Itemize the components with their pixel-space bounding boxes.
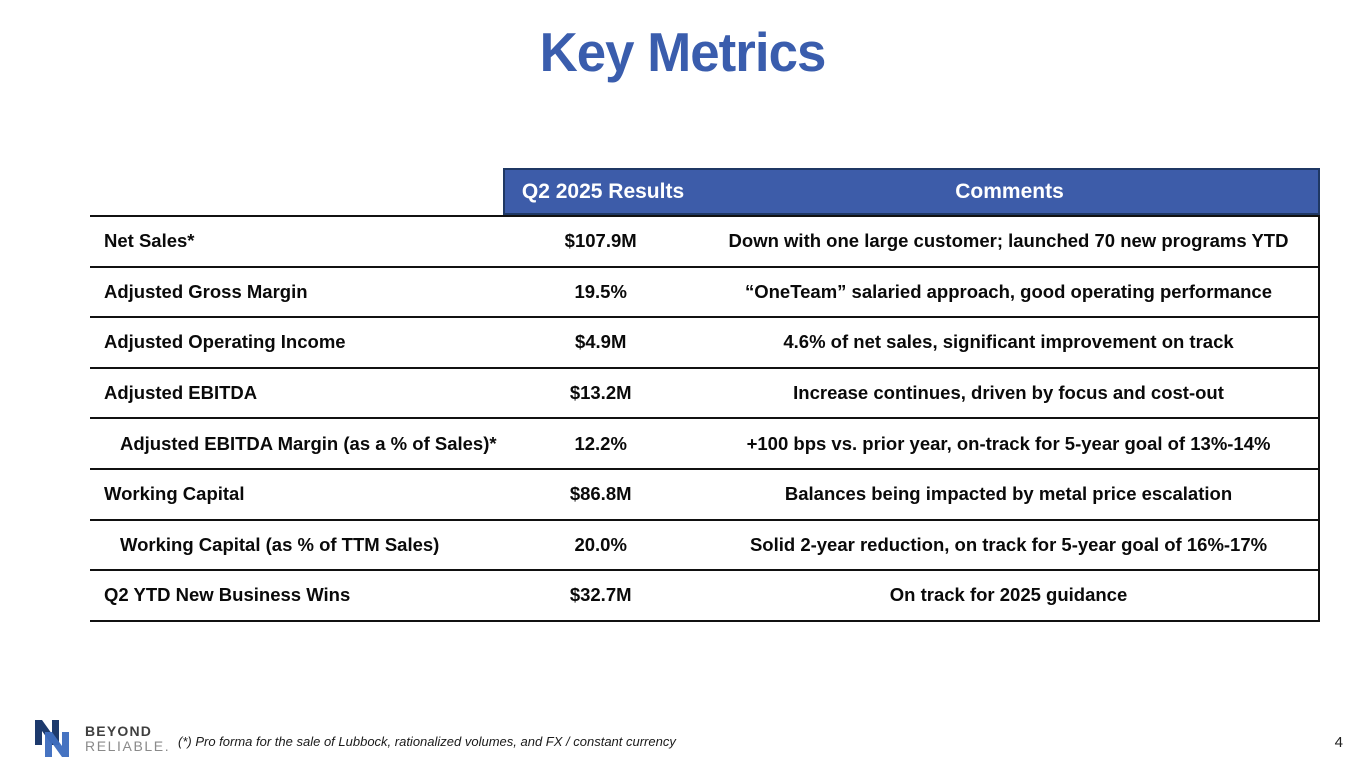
metric-comment: On track for 2025 guidance	[889, 584, 1128, 606]
table-rows: Net Sales* $107.9M Down with one large cus…	[90, 215, 1320, 622]
metric-comment: Balances being impacted by metal price e…	[784, 483, 1233, 505]
metric-value: $86.8M	[569, 483, 632, 505]
metric-value: $107.9M	[564, 230, 637, 252]
logo-n-blue	[45, 732, 69, 757]
footnote: (*) Pro forma for the sale of Lubbock, r…	[178, 734, 676, 749]
metric-label: Q2 YTD New Business Wins	[104, 584, 351, 606]
column-header-results: Q2 2025 Results	[521, 179, 685, 203]
logo-n-icon	[35, 720, 77, 758]
table-row: Q2 YTD New Business Wins $32.7M On track f…	[90, 571, 1318, 622]
page-number: 4	[1334, 734, 1343, 751]
metric-label: Working Capital	[104, 483, 245, 505]
table-row: Adjusted Operating Income $4.9M 4.6% of ne…	[90, 318, 1318, 369]
table-row: Adjusted EBITDA Margin (as a % of Sales)…	[90, 419, 1318, 470]
metric-value: $13.2M	[569, 382, 632, 404]
table-row: Net Sales* $107.9M Down with one large cus…	[90, 217, 1318, 268]
column-header-comments: Comments	[955, 179, 1064, 203]
metric-label: Working Capital (as % of TTM Sales)	[120, 533, 440, 555]
metric-value: 20.0%	[574, 533, 627, 555]
page-title: Key Metrics	[539, 21, 827, 83]
table-row: Working Capital $86.8M Balances being impa…	[90, 470, 1318, 521]
metric-comment: Solid 2-year reduction, on track for 5-y…	[749, 533, 1268, 555]
metric-label: Adjusted EBITDA Margin (as a % of Sales)…	[120, 432, 497, 454]
logo-wordmark: BEYOND RELIABLE.	[85, 724, 170, 753]
logo-word-reliable: RELIABLE.	[85, 738, 171, 754]
metric-label: Adjusted Gross Margin	[104, 280, 308, 302]
table-row: Working Capital (as % of TTM Sales) 20.0%…	[90, 521, 1318, 572]
table-header-row: Q2 2025 Results Comments	[503, 168, 1320, 215]
metric-value: $4.9M	[574, 331, 627, 353]
metric-label: Adjusted EBITDA	[104, 382, 258, 404]
metric-label: Adjusted Operating Income	[104, 331, 346, 353]
metric-value: $32.7M	[569, 584, 632, 606]
table-row: Adjusted EBITDA $13.2M Increase continues,…	[90, 369, 1318, 420]
logo-word-beyond: BEYOND	[85, 723, 153, 740]
metric-value: 19.5%	[574, 280, 627, 302]
table-row: Adjusted Gross Margin 19.5% “OneTeam” sala…	[90, 268, 1318, 319]
metric-comment: “OneTeam” salaried approach, good operat…	[744, 280, 1273, 302]
slide-footer: BEYOND RELIABLE. (*) Pro forma for the s…	[0, 716, 1365, 768]
metric-label: Net Sales*	[104, 230, 195, 252]
metric-comment: 4.6% of net sales, significant improveme…	[783, 331, 1234, 353]
metric-comment: +100 bps vs. prior year, on-track for 5-…	[746, 432, 1271, 454]
metric-comment: Down with one large customer; launched 7…	[728, 230, 1289, 252]
metric-comment: Increase continues, driven by focus and …	[793, 382, 1224, 404]
metric-value: 12.2%	[574, 432, 627, 454]
company-logo: BEYOND RELIABLE.	[35, 720, 170, 758]
